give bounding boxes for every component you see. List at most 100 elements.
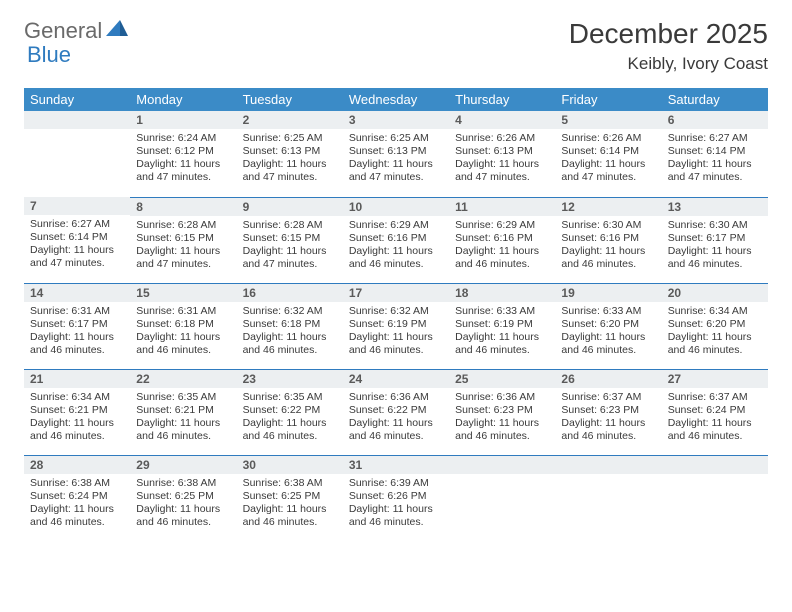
day-details: Sunrise: 6:32 AMSunset: 6:18 PMDaylight:… bbox=[237, 302, 343, 362]
calendar-cell: 5Sunrise: 6:26 AMSunset: 6:14 PMDaylight… bbox=[555, 111, 661, 197]
calendar-cell: 9Sunrise: 6:28 AMSunset: 6:15 PMDaylight… bbox=[237, 197, 343, 283]
day-details: Sunrise: 6:39 AMSunset: 6:26 PMDaylight:… bbox=[343, 474, 449, 534]
calendar-cell: 3Sunrise: 6:25 AMSunset: 6:13 PMDaylight… bbox=[343, 111, 449, 197]
logo-text-2: Blue bbox=[27, 42, 71, 68]
header: General December 2025 Keibly, Ivory Coas… bbox=[24, 18, 768, 74]
page-subtitle: Keibly, Ivory Coast bbox=[569, 54, 768, 74]
calendar-cell: 16Sunrise: 6:32 AMSunset: 6:18 PMDayligh… bbox=[237, 283, 343, 369]
day-number: 14 bbox=[24, 284, 130, 302]
day-number: 25 bbox=[449, 370, 555, 388]
day-number bbox=[662, 456, 768, 474]
calendar-cell: 20Sunrise: 6:34 AMSunset: 6:20 PMDayligh… bbox=[662, 283, 768, 369]
day-number: 20 bbox=[662, 284, 768, 302]
calendar-row: 14Sunrise: 6:31 AMSunset: 6:17 PMDayligh… bbox=[24, 283, 768, 369]
calendar-row: 28Sunrise: 6:38 AMSunset: 6:24 PMDayligh… bbox=[24, 455, 768, 541]
day-number: 16 bbox=[237, 284, 343, 302]
day-number: 28 bbox=[24, 456, 130, 474]
day-details: Sunrise: 6:25 AMSunset: 6:13 PMDaylight:… bbox=[343, 129, 449, 189]
day-number: 22 bbox=[130, 370, 236, 388]
calendar-cell: 1Sunrise: 6:24 AMSunset: 6:12 PMDaylight… bbox=[130, 111, 236, 197]
calendar-cell: 6Sunrise: 6:27 AMSunset: 6:14 PMDaylight… bbox=[662, 111, 768, 197]
day-details: Sunrise: 6:28 AMSunset: 6:15 PMDaylight:… bbox=[130, 216, 236, 276]
day-number: 21 bbox=[24, 370, 130, 388]
day-details: Sunrise: 6:37 AMSunset: 6:23 PMDaylight:… bbox=[555, 388, 661, 448]
calendar-row: 21Sunrise: 6:34 AMSunset: 6:21 PMDayligh… bbox=[24, 369, 768, 455]
dow-wednesday: Wednesday bbox=[343, 88, 449, 111]
dow-monday: Monday bbox=[130, 88, 236, 111]
calendar-cell: 11Sunrise: 6:29 AMSunset: 6:16 PMDayligh… bbox=[449, 197, 555, 283]
calendar-cell: 19Sunrise: 6:33 AMSunset: 6:20 PMDayligh… bbox=[555, 283, 661, 369]
calendar-row: 1Sunrise: 6:24 AMSunset: 6:12 PMDaylight… bbox=[24, 111, 768, 197]
day-details: Sunrise: 6:29 AMSunset: 6:16 PMDaylight:… bbox=[449, 216, 555, 276]
calendar-cell: 7Sunrise: 6:27 AMSunset: 6:14 PMDaylight… bbox=[24, 197, 130, 283]
day-number bbox=[24, 111, 130, 129]
day-number: 23 bbox=[237, 370, 343, 388]
calendar-cell: 15Sunrise: 6:31 AMSunset: 6:18 PMDayligh… bbox=[130, 283, 236, 369]
day-number: 1 bbox=[130, 111, 236, 129]
day-details: Sunrise: 6:27 AMSunset: 6:14 PMDaylight:… bbox=[24, 215, 130, 275]
dow-tuesday: Tuesday bbox=[237, 88, 343, 111]
calendar-cell: 24Sunrise: 6:36 AMSunset: 6:22 PMDayligh… bbox=[343, 369, 449, 455]
day-number: 11 bbox=[449, 198, 555, 216]
day-number: 8 bbox=[130, 198, 236, 216]
logo-text-1: General bbox=[24, 18, 102, 44]
day-number: 18 bbox=[449, 284, 555, 302]
day-details: Sunrise: 6:29 AMSunset: 6:16 PMDaylight:… bbox=[343, 216, 449, 276]
calendar-cell: 12Sunrise: 6:30 AMSunset: 6:16 PMDayligh… bbox=[555, 197, 661, 283]
day-number bbox=[449, 456, 555, 474]
day-details: Sunrise: 6:24 AMSunset: 6:12 PMDaylight:… bbox=[130, 129, 236, 189]
day-number: 17 bbox=[343, 284, 449, 302]
calendar-cell: 22Sunrise: 6:35 AMSunset: 6:21 PMDayligh… bbox=[130, 369, 236, 455]
calendar-cell: 30Sunrise: 6:38 AMSunset: 6:25 PMDayligh… bbox=[237, 455, 343, 541]
calendar-cell: 23Sunrise: 6:35 AMSunset: 6:22 PMDayligh… bbox=[237, 369, 343, 455]
day-details: Sunrise: 6:33 AMSunset: 6:19 PMDaylight:… bbox=[449, 302, 555, 362]
day-details: Sunrise: 6:34 AMSunset: 6:20 PMDaylight:… bbox=[662, 302, 768, 362]
calendar-cell: 2Sunrise: 6:25 AMSunset: 6:13 PMDaylight… bbox=[237, 111, 343, 197]
day-number: 26 bbox=[555, 370, 661, 388]
day-number: 6 bbox=[662, 111, 768, 129]
calendar-cell: 13Sunrise: 6:30 AMSunset: 6:17 PMDayligh… bbox=[662, 197, 768, 283]
calendar-cell: 18Sunrise: 6:33 AMSunset: 6:19 PMDayligh… bbox=[449, 283, 555, 369]
day-number: 27 bbox=[662, 370, 768, 388]
day-number: 4 bbox=[449, 111, 555, 129]
day-details: Sunrise: 6:31 AMSunset: 6:17 PMDaylight:… bbox=[24, 302, 130, 362]
dow-friday: Friday bbox=[555, 88, 661, 111]
calendar-cell: 4Sunrise: 6:26 AMSunset: 6:13 PMDaylight… bbox=[449, 111, 555, 197]
calendar-cell: 21Sunrise: 6:34 AMSunset: 6:21 PMDayligh… bbox=[24, 369, 130, 455]
day-details: Sunrise: 6:28 AMSunset: 6:15 PMDaylight:… bbox=[237, 216, 343, 276]
calendar-cell: 31Sunrise: 6:39 AMSunset: 6:26 PMDayligh… bbox=[343, 455, 449, 541]
calendar-cell: 28Sunrise: 6:38 AMSunset: 6:24 PMDayligh… bbox=[24, 455, 130, 541]
day-details: Sunrise: 6:30 AMSunset: 6:17 PMDaylight:… bbox=[662, 216, 768, 276]
day-number: 7 bbox=[24, 197, 130, 215]
calendar-cell bbox=[555, 455, 661, 541]
calendar-cell: 25Sunrise: 6:36 AMSunset: 6:23 PMDayligh… bbox=[449, 369, 555, 455]
day-details: Sunrise: 6:33 AMSunset: 6:20 PMDaylight:… bbox=[555, 302, 661, 362]
dow-saturday: Saturday bbox=[662, 88, 768, 111]
calendar-cell: 8Sunrise: 6:28 AMSunset: 6:15 PMDaylight… bbox=[130, 197, 236, 283]
calendar-cell: 27Sunrise: 6:37 AMSunset: 6:24 PMDayligh… bbox=[662, 369, 768, 455]
page-title: December 2025 bbox=[569, 18, 768, 50]
dow-sunday: Sunday bbox=[24, 88, 130, 111]
day-number: 13 bbox=[662, 198, 768, 216]
calendar-cell bbox=[449, 455, 555, 541]
day-number: 2 bbox=[237, 111, 343, 129]
day-number: 5 bbox=[555, 111, 661, 129]
day-number: 15 bbox=[130, 284, 236, 302]
day-details: Sunrise: 6:38 AMSunset: 6:25 PMDaylight:… bbox=[237, 474, 343, 534]
day-details: Sunrise: 6:31 AMSunset: 6:18 PMDaylight:… bbox=[130, 302, 236, 362]
calendar-cell: 26Sunrise: 6:37 AMSunset: 6:23 PMDayligh… bbox=[555, 369, 661, 455]
calendar-row: 7Sunrise: 6:27 AMSunset: 6:14 PMDaylight… bbox=[24, 197, 768, 283]
day-number: 12 bbox=[555, 198, 661, 216]
calendar-cell: 14Sunrise: 6:31 AMSunset: 6:17 PMDayligh… bbox=[24, 283, 130, 369]
calendar-cell bbox=[24, 111, 130, 197]
logo-triangle-icon bbox=[106, 20, 128, 38]
day-details: Sunrise: 6:35 AMSunset: 6:22 PMDaylight:… bbox=[237, 388, 343, 448]
day-details: Sunrise: 6:32 AMSunset: 6:19 PMDaylight:… bbox=[343, 302, 449, 362]
day-details: Sunrise: 6:38 AMSunset: 6:25 PMDaylight:… bbox=[130, 474, 236, 534]
day-number: 31 bbox=[343, 456, 449, 474]
day-details: Sunrise: 6:35 AMSunset: 6:21 PMDaylight:… bbox=[130, 388, 236, 448]
day-number: 24 bbox=[343, 370, 449, 388]
calendar-cell: 10Sunrise: 6:29 AMSunset: 6:16 PMDayligh… bbox=[343, 197, 449, 283]
day-details: Sunrise: 6:30 AMSunset: 6:16 PMDaylight:… bbox=[555, 216, 661, 276]
day-number: 29 bbox=[130, 456, 236, 474]
